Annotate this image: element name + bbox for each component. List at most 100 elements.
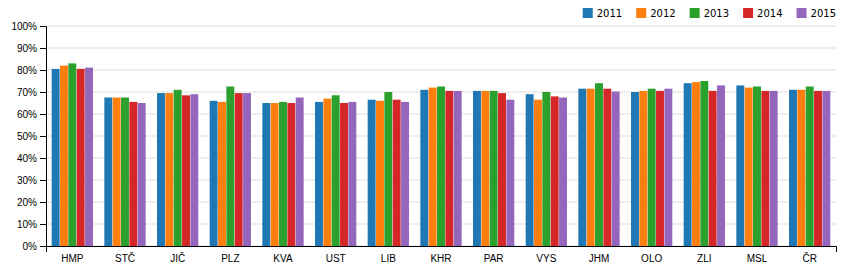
bar [542, 92, 550, 246]
tick-mark [40, 48, 46, 49]
bar [753, 87, 761, 247]
bar [578, 89, 586, 246]
tick-mark [40, 224, 46, 225]
tick-label: 20% [17, 197, 37, 208]
tick: KHR [430, 253, 451, 264]
tick: JIČ [170, 252, 185, 264]
tick: UST [326, 253, 346, 264]
bar [445, 91, 453, 246]
bar [129, 102, 137, 246]
tick: MSL [747, 253, 768, 264]
bar [340, 103, 348, 246]
bar [717, 85, 725, 246]
bar [210, 101, 218, 246]
bars [52, 63, 831, 246]
legend-item: 2013 [690, 8, 729, 19]
axis-line [47, 247, 837, 253]
bar [761, 91, 769, 246]
bar [692, 82, 700, 246]
tick: 90% [17, 43, 46, 54]
legend-swatch [690, 8, 700, 18]
legend-item: 2012 [636, 8, 675, 19]
bar [384, 92, 392, 246]
tick-label: 30% [17, 175, 37, 186]
legend-label: 2014 [757, 8, 782, 19]
tick-mark [40, 136, 46, 137]
bar [420, 90, 428, 246]
tick-label: JIČ [170, 252, 185, 264]
legend-swatch [583, 8, 593, 18]
tick: JHM [589, 253, 610, 264]
tick-mark [40, 202, 46, 203]
tick-label: 40% [17, 153, 37, 164]
tick: LIB [381, 253, 396, 264]
bar [559, 98, 567, 247]
bar [526, 94, 534, 246]
grid-line [46, 26, 836, 27]
tick-label: PAR [484, 253, 504, 264]
bar [814, 91, 822, 246]
tick-label: 0% [23, 241, 38, 252]
bar [506, 100, 514, 246]
bar [770, 91, 778, 246]
tick-mark [40, 180, 46, 181]
bar [77, 69, 85, 246]
bar [121, 98, 129, 247]
tick: PLZ [221, 253, 239, 264]
bar [684, 83, 692, 246]
bar [60, 66, 68, 246]
bar [822, 91, 830, 246]
tick-label: LIB [381, 253, 396, 264]
bar [612, 92, 620, 246]
bar [789, 90, 797, 246]
bar [104, 98, 112, 247]
legend-label: 2011 [597, 8, 622, 19]
bar [393, 100, 401, 246]
tick-label: 60% [17, 109, 37, 120]
tick-label: 80% [17, 65, 37, 76]
bar [401, 102, 409, 246]
bar [736, 85, 744, 246]
tick: STČ [115, 252, 135, 264]
bar [235, 93, 243, 246]
tick: PAR [484, 253, 504, 264]
bar [368, 100, 376, 246]
bar [315, 102, 323, 246]
tick-label: 10% [17, 219, 37, 230]
tick-label: KHR [430, 253, 451, 264]
tick: VYS [536, 253, 556, 264]
bar [296, 98, 304, 247]
axis-line [40, 27, 47, 247]
chart: 0%10%20%30%40%50%60%70%80%90%100%HMPSTČJ… [0, 0, 848, 270]
tick-label: PLZ [221, 253, 239, 264]
tick: ČR [802, 252, 816, 264]
bar [174, 90, 182, 246]
bar [271, 103, 279, 246]
tick-label: KVA [273, 253, 293, 264]
bar [806, 87, 814, 247]
tick: 50% [17, 131, 46, 142]
bar [437, 87, 445, 247]
legend-label: 2013 [704, 8, 729, 19]
bar [603, 89, 611, 246]
bar [323, 99, 331, 246]
legend: 2011 2012 2013 2014 2015 [583, 8, 836, 19]
bar [182, 95, 190, 246]
plot: 0%10%20%30%40%50%60%70%80%90%100%HMPSTČJ… [11, 21, 836, 264]
legend-swatch [797, 8, 807, 18]
tick-label: 90% [17, 43, 37, 54]
tick-label: VYS [536, 253, 556, 264]
tick: 80% [17, 65, 46, 76]
tick-mark [40, 158, 46, 159]
tick-mark [40, 246, 46, 247]
bar-series [52, 69, 797, 246]
tick: 100% [11, 21, 46, 32]
tick: ZLI [697, 253, 711, 264]
bar [498, 93, 506, 246]
bar [348, 102, 356, 246]
legend-item: 2015 [797, 8, 836, 19]
tick: 0% [23, 241, 46, 252]
bar [287, 103, 295, 246]
tick: HMP [61, 253, 84, 264]
bar [332, 95, 340, 246]
